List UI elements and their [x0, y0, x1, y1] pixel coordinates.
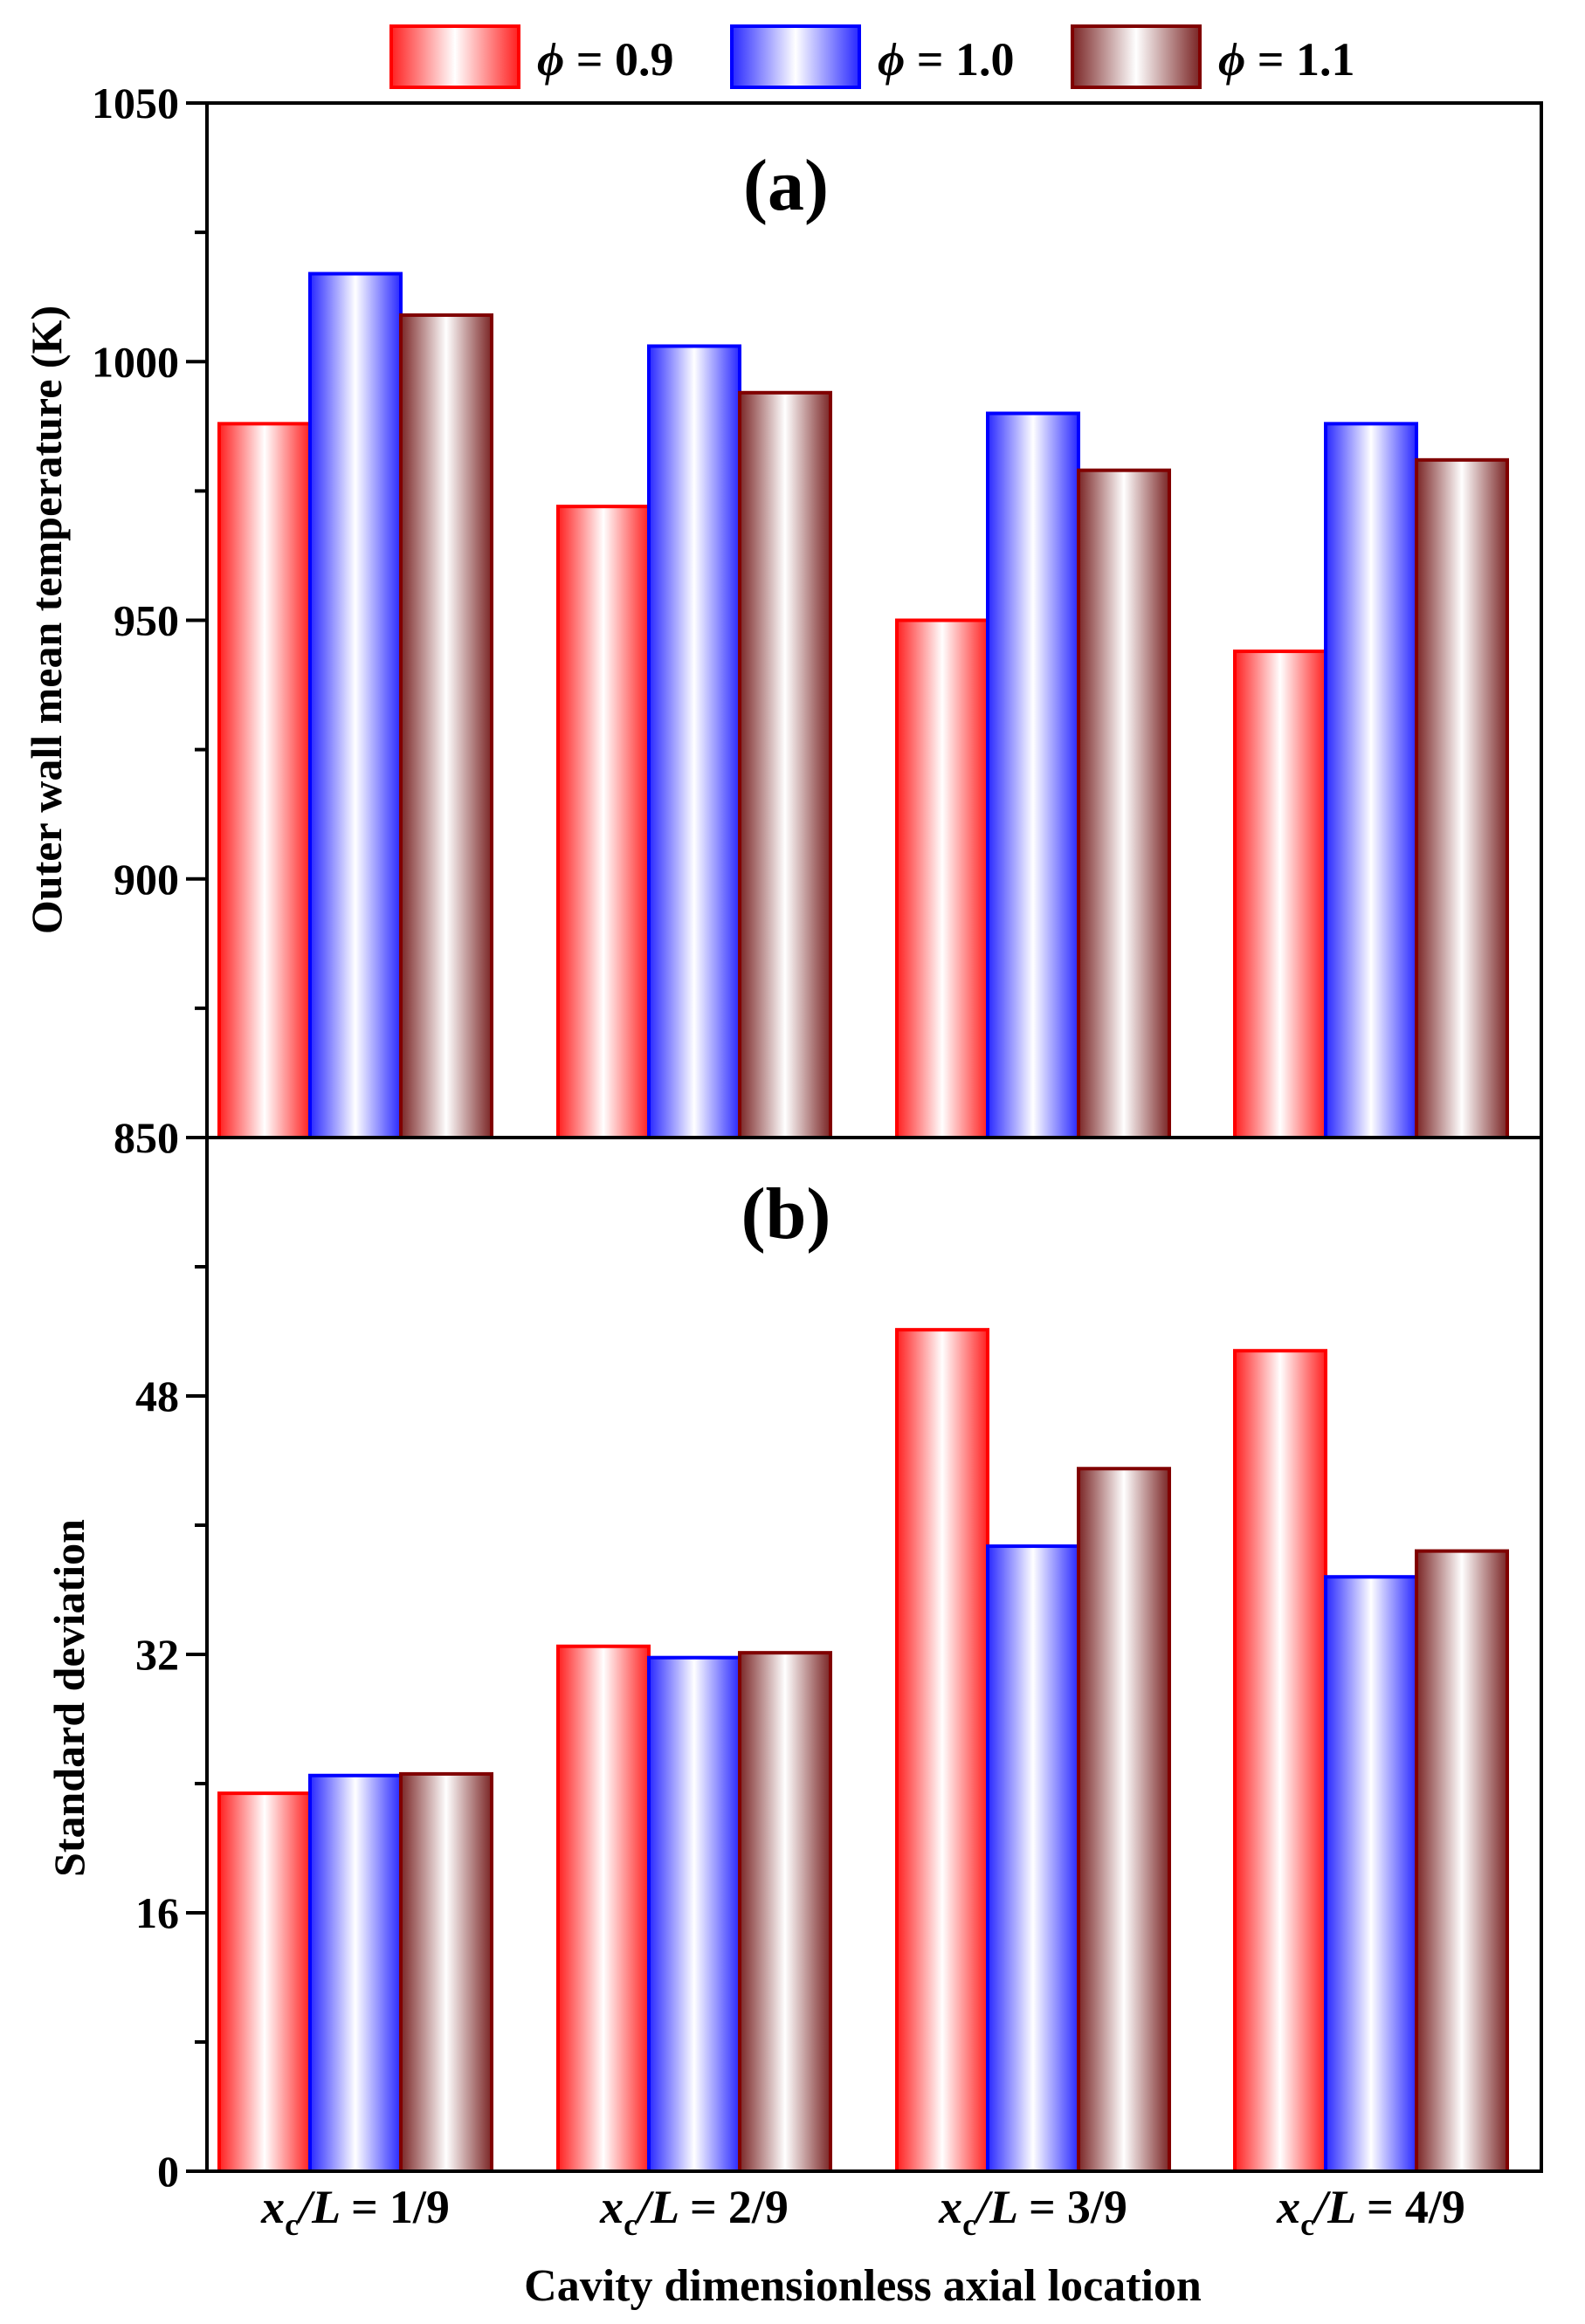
legend-label-2: 1.1 [1296, 33, 1355, 86]
legend-symbol: ϕ [1218, 33, 1245, 86]
legend-symbol: ϕ [537, 33, 564, 86]
legend-item-0: ϕ = 0.9 [389, 24, 674, 89]
y-tick-label-a: 900 [114, 855, 179, 904]
legend-symbol: ϕ [878, 33, 905, 86]
bar-b-series2-cat0 [399, 1771, 493, 2174]
legend-swatch-2 [1071, 24, 1202, 89]
y-axis-title-a: Outer wall mean temperature (K) [22, 306, 71, 934]
bar-b-series0-cat1 [556, 1644, 651, 2173]
bar-a-series0-cat1 [556, 505, 651, 1139]
svg-text:ϕ = 1.0: ϕ = 1.0 [878, 33, 1015, 86]
y-tick-label-b: 32 [135, 1630, 179, 1679]
bar-a-series2-cat3 [1415, 457, 1509, 1139]
x-category-labels: xc/L = 1/9 xc/L = 2/9 xc/L = 3/9 xc/L = … [260, 2181, 1465, 2242]
y-tick-label-a: 950 [114, 596, 179, 645]
y-tick-label-b: 16 [135, 1888, 179, 1937]
bar-a-series2-cat1 [738, 390, 832, 1139]
bar-b-series2-cat3 [1415, 1549, 1509, 2173]
panel-label-a: (a) [743, 145, 829, 226]
bar-a-series2-cat2 [1077, 468, 1171, 1139]
panel-label-b: (b) [741, 1173, 831, 1255]
y-axis-title-b: Standard deviation [45, 1519, 93, 1877]
bar-b-series0-cat3 [1233, 1349, 1327, 2173]
svg-text:ϕ = 0.9: ϕ = 0.9 [537, 33, 674, 86]
bar-a-series0-cat3 [1233, 650, 1327, 1139]
bar-b-series0-cat0 [217, 1791, 312, 2174]
x-category-label: xc/L = 3/9 [938, 2181, 1127, 2242]
x-category-label: xc/L = 1/9 [260, 2181, 450, 2242]
legend-item-1: ϕ = 1.0 [730, 24, 1015, 89]
svg-text:ϕ = 1.1: ϕ = 1.1 [1218, 33, 1355, 86]
bar-a-series0-cat2 [895, 618, 989, 1139]
bar-b-series1-cat0 [308, 1773, 403, 2173]
bar-a-series0-cat0 [217, 422, 312, 1140]
y-tick-label-a: 1000 [92, 337, 179, 386]
bar-a-series1-cat0 [308, 272, 403, 1139]
x-category-label: xc/L = 2/9 [599, 2181, 789, 2242]
legend-item-2: ϕ = 1.1 [1071, 24, 1355, 89]
y-tick-label-a: 1050 [92, 79, 179, 127]
legend-equals: = [564, 33, 615, 86]
legend-swatch-1 [730, 24, 861, 89]
y-tick-label-b: 0 [157, 2147, 179, 2196]
legend-swatch-0 [389, 24, 520, 89]
bar-b-series2-cat2 [1077, 1467, 1171, 2173]
legend-equals: = [1245, 33, 1296, 86]
bar-b-series2-cat1 [738, 1651, 832, 2173]
x-category-label: xc/L = 4/9 [1276, 2181, 1465, 2242]
bar-a-series2-cat0 [399, 313, 493, 1139]
bar-b-series1-cat1 [647, 1655, 741, 2173]
bar-a-series1-cat2 [986, 411, 1080, 1139]
y-tick-label-a: 850 [114, 1113, 179, 1162]
legend-label-1: 1.0 [955, 33, 1015, 86]
panel-b: 0 16 32 48 Standard deviation (b) [45, 1136, 1543, 2196]
legend: ϕ = 0.9 ϕ = 1.0 ϕ = 1.1 [389, 24, 1355, 89]
x-axis-title: Cavity dimensionless axial location [524, 2261, 1202, 2311]
y-tick-label-b: 48 [135, 1372, 179, 1420]
bar-b-series1-cat3 [1324, 1575, 1418, 2173]
legend-label-0: 0.9 [615, 33, 674, 86]
bar-a-series1-cat1 [647, 344, 741, 1140]
bar-a-series1-cat3 [1324, 422, 1418, 1140]
bar-b-series1-cat2 [986, 1544, 1080, 2174]
panel-a: 850 900 950 1000 1050 Outer wall mean tempera… [22, 79, 1543, 1162]
bar-b-series0-cat2 [895, 1328, 989, 2173]
legend-equals: = [905, 33, 955, 86]
